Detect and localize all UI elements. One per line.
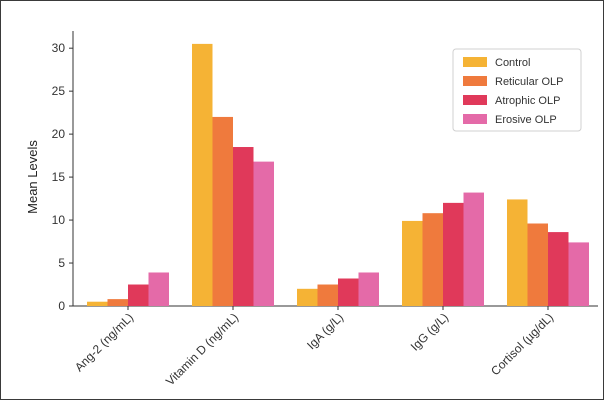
- legend-swatch: [463, 114, 487, 124]
- bar: [422, 213, 443, 306]
- legend-box: [452, 48, 582, 132]
- y-tick-label: 15: [52, 170, 66, 184]
- bar: [148, 272, 169, 306]
- bar: [128, 284, 149, 306]
- x-tick-label: Ang-2 (ng/mL): [72, 310, 136, 374]
- y-tick-label: 0: [58, 299, 65, 313]
- bar: [527, 223, 548, 306]
- bar: [87, 301, 108, 306]
- y-tick-labels: 0 5 10 15 20 25 30: [52, 41, 66, 313]
- bar: [297, 288, 318, 306]
- bar: [192, 43, 213, 306]
- y-axis-label: Mean Levels: [25, 140, 40, 214]
- bar: [107, 299, 128, 306]
- bar: [568, 242, 589, 306]
- y-tick-label: 25: [52, 84, 66, 98]
- legend-label: Atrophic OLP: [495, 95, 560, 107]
- x-tick-label: IgA (g/L): [304, 310, 346, 352]
- bar: [253, 161, 274, 306]
- legend-label: Reticular OLP: [495, 76, 563, 88]
- bars: [87, 43, 589, 306]
- legend-swatch: [463, 95, 487, 105]
- x-tick-label: IgG (g/L): [408, 310, 451, 353]
- legend: Control Reticular OLP Atrophic OLP Erosive …: [452, 48, 582, 132]
- x-tick-label: Cortisol (µg/dL): [488, 310, 556, 378]
- bar: [338, 278, 359, 306]
- bar: [507, 199, 528, 306]
- legend-label: Control: [495, 57, 530, 69]
- y-tick-label: 5: [58, 256, 65, 270]
- legend-label: Erosive OLP: [495, 114, 557, 126]
- bar: [548, 232, 569, 306]
- y-tick-label: 10: [52, 213, 66, 227]
- bar: [402, 220, 423, 306]
- x-tick-labels: Ang-2 (ng/mL) Vitamin D (ng/mL) IgA (g/L) I…: [72, 310, 556, 388]
- bar: [212, 116, 233, 306]
- bar: [463, 192, 484, 306]
- x-tick-label: Vitamin D (ng/mL): [163, 310, 241, 388]
- y-tick-label: 30: [52, 41, 66, 55]
- bar: [317, 284, 338, 306]
- legend-swatch: [463, 76, 487, 86]
- bar: [443, 202, 464, 306]
- legend-swatch: [463, 57, 487, 67]
- y-tick-label: 20: [52, 127, 66, 141]
- bar: [358, 272, 379, 306]
- bar: [233, 147, 254, 306]
